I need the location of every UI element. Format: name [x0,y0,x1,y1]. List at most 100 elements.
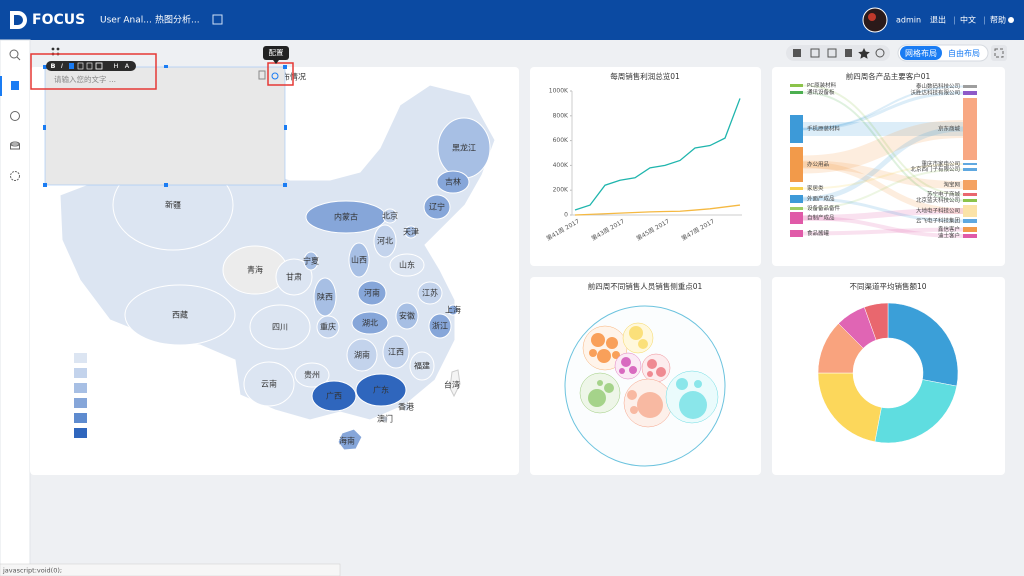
sankey-label: 北京西门子有限公司 [910,165,960,173]
add-icon[interactable] [875,48,885,58]
search-icon[interactable] [9,49,19,59]
status-bar [0,563,341,576]
favorite-icon[interactable] [858,48,870,59]
sankey-card [772,67,1005,266]
heading-button[interactable]: H [114,62,119,70]
settings-icon[interactable] [10,171,20,181]
y-tick-label: 600K [553,137,569,144]
italic-button[interactable]: I [61,62,63,70]
fullscreen-button[interactable] [991,45,1007,61]
logout[interactable]: 退出 [930,15,946,25]
border-button[interactable] [95,62,103,70]
active-indicator [0,76,2,96]
province [373,224,397,258]
province-label: 广西 [326,391,342,401]
sankey-link [802,168,964,210]
province-label: 海南 [339,436,355,446]
status-text: javascript:void(0); [2,567,62,575]
layout-option[interactable]: 网格布局 [905,48,937,58]
sankey-link [802,120,964,174]
province-label: 福建 [414,361,430,371]
sankey-node [963,205,977,217]
sankey-node [963,180,977,190]
sankey-label: 食品酱罐 [807,229,830,237]
sankey-node [790,187,803,190]
legend-swatch [74,353,87,363]
sankey-label: 迪士客户 [938,232,960,240]
share-icon[interactable] [827,48,837,58]
logo: FOCUS [32,12,85,28]
bold-button[interactable]: B [51,62,56,70]
text-editor[interactable] [44,66,286,186]
province-label: 上海 [445,305,461,315]
format-toolbar [46,61,136,71]
tool-group [786,45,890,61]
province-label: 香港 [398,402,414,412]
save-icon[interactable] [793,49,801,57]
help-nav-icon[interactable] [10,111,20,121]
chart-title: 不同渠道平均销售额10 [849,281,926,291]
sankey-node [790,207,803,210]
sankey-link [802,208,964,221]
placeholder[interactable]: 请输入您的文字 ... [54,74,116,84]
user-name[interactable]: admin [896,16,921,25]
map-title: 布情况 [282,72,306,82]
bubble-title: 前四周不同销售人员销售侧重点01 [588,281,703,291]
fullscreen-icon [994,48,1004,58]
dashboard-icon[interactable] [11,81,19,90]
tab[interactable]: User Anal... [100,16,152,26]
sankey-label: PC原装材料 [807,81,837,89]
sidebar [0,39,31,576]
sankey-label: 通讯设备板 [807,88,835,96]
province [409,351,435,381]
province-label: 青海 [247,265,263,275]
export-icon[interactable] [810,48,820,58]
province-label: 江苏 [422,288,438,298]
edit-icon[interactable] [212,14,223,25]
province-label: 云南 [261,379,277,389]
config-icon[interactable] [271,72,279,80]
separator: | [983,16,986,25]
sankey-label: 沃胜达科技有限公司 [910,89,960,97]
search-icon-handle [16,56,21,61]
sankey-label: 泰山数码科技公司 [916,82,960,90]
legend-swatch [74,368,87,378]
province [311,380,357,412]
province [417,281,443,305]
sankey-label: 北京蓝天科技公司 [916,196,960,204]
tab[interactable]: 热图分析... [155,14,200,26]
sankey-link [802,160,964,189]
layout-option[interactable]: 自由布局 [948,48,980,58]
province-label: 宁夏 [303,256,319,266]
y-tick-label: 0 [564,212,568,219]
province [316,315,340,339]
y-tick-label: 400K [553,162,569,169]
sankey-label: 自制产成品 [807,214,835,222]
separator: | [953,16,956,25]
layout-active[interactable] [900,46,942,60]
province-label: 西藏 [172,310,188,320]
color-button[interactable]: A [125,62,130,70]
sankey-node [790,115,803,143]
avatar[interactable] [862,7,888,33]
help[interactable]: 帮助 [990,15,1006,25]
sankey-label: 设备备品备件 [807,204,841,212]
align-button[interactable] [69,63,74,69]
sankey-link [802,91,964,131]
align-button[interactable] [77,62,84,70]
sankey-node [790,91,803,94]
province-label: 山东 [399,260,415,270]
province-label: 广东 [373,385,389,395]
province-label: 四川 [272,323,288,332]
sankey-node [790,212,803,224]
donut-card [772,277,1005,475]
sankey-label: 淘宝网 [943,181,960,189]
filter-icon[interactable] [845,49,852,57]
delete-icon[interactable] [258,70,266,80]
sankey-label: 办公用品 [807,160,830,168]
language[interactable]: 中文 [960,15,976,25]
sankey-label: 重庆市家电公司 [921,160,960,168]
align-button[interactable] [86,62,93,70]
province-label: 山西 [351,255,367,265]
